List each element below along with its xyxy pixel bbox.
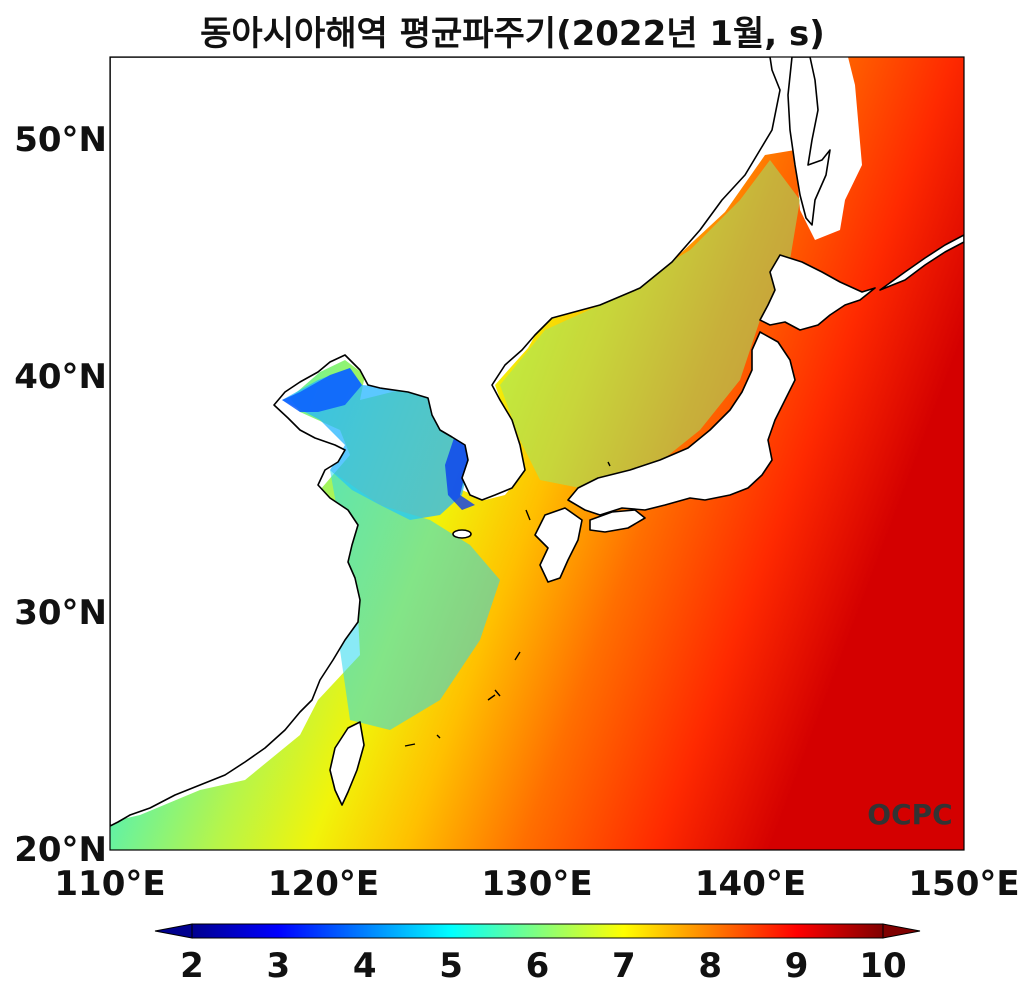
x-tick-label: 140°E <box>694 864 807 904</box>
bohai-tint <box>282 368 362 412</box>
x-tick-label: 130°E <box>481 864 593 904</box>
tsushima-island <box>525 509 531 521</box>
x-tick-label: 150°E <box>908 864 1020 904</box>
colorbar-tick-label: 7 <box>612 946 636 986</box>
colorbar-tick-label: 4 <box>352 946 377 986</box>
jeju-island <box>452 529 472 539</box>
kyushu-island <box>534 507 583 583</box>
japan-sea-tint <box>500 160 800 490</box>
colorbar-tick-label: 2 <box>180 946 204 986</box>
shikoku-island <box>589 509 646 533</box>
y-tick-label: 50°N <box>14 119 107 160</box>
taiwan-island <box>329 721 365 806</box>
east-china-sea-tint <box>330 470 500 730</box>
hokkaido-island <box>759 254 876 331</box>
ocpc-watermark: OCPC <box>867 798 952 831</box>
x-tick-label: 120°E <box>267 864 380 904</box>
honshu-island <box>567 331 796 516</box>
x-tick-label: 110°E <box>54 864 166 904</box>
sakhalin-island <box>787 57 831 226</box>
y-tick-label: 30°N <box>14 593 107 634</box>
colorbar-tick-label: 9 <box>784 946 809 986</box>
y-tick-label: 20°N <box>14 830 107 870</box>
kuril-islands <box>879 234 964 291</box>
colorbar-tick-label: 6 <box>525 946 550 986</box>
plot-frame <box>109 56 965 851</box>
colorbar-tick-label: 3 <box>266 946 291 986</box>
y-tick-label: 40°N <box>14 356 107 397</box>
map-title: 동아시아해역 평균파주기(2022년 1월, s) <box>200 14 825 54</box>
asia-mainland <box>110 57 781 827</box>
oki-island <box>607 461 611 467</box>
colorbar-extend-max <box>882 923 921 939</box>
colorbar-tick-label: 5 <box>439 946 463 986</box>
colorbar <box>154 923 921 939</box>
colorbar-tick-label: 10 <box>859 946 907 986</box>
colorbar-bar <box>191 923 884 939</box>
colorbar-extend-min <box>154 923 193 939</box>
colorbar-tick-label: 8 <box>698 946 723 986</box>
ryukyu-islands <box>404 651 521 747</box>
